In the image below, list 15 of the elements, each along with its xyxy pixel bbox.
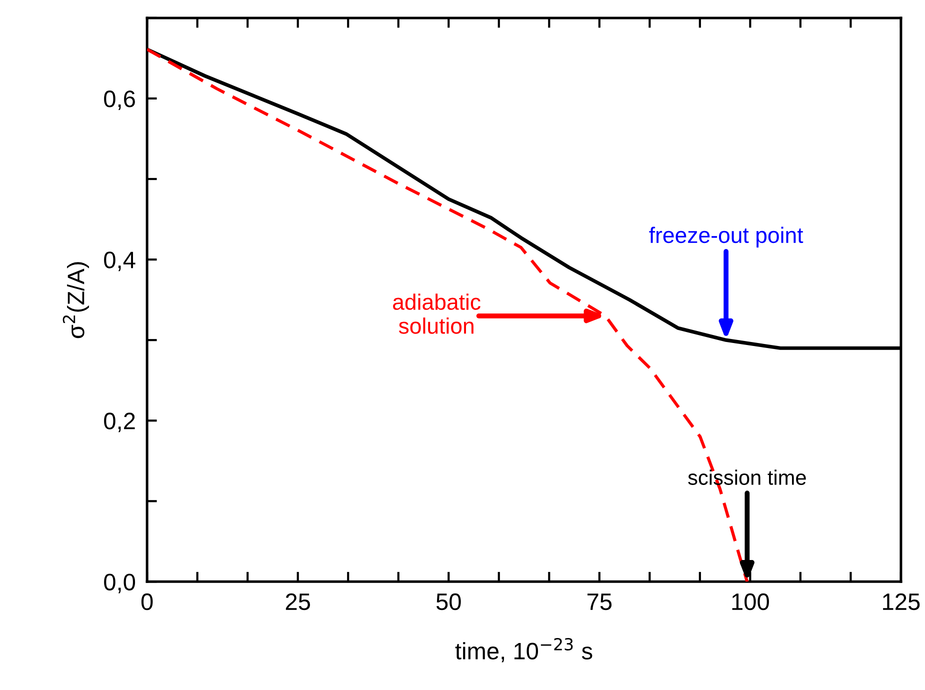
annotation: freeze-out point bbox=[649, 226, 804, 248]
x-tick-label: 50 bbox=[436, 593, 461, 610]
x-tick-label: 75 bbox=[587, 594, 612, 610]
y-tick-label: 0,4 bbox=[104, 252, 136, 272]
annotation: adiabatic solution bbox=[393, 294, 480, 334]
x-tick-label: 25 bbox=[286, 593, 310, 610]
annotation: scission time bbox=[688, 470, 806, 485]
y-tick-label: 0,2 bbox=[104, 412, 135, 432]
x-axis-title: time, 10$^{−23}$ s bbox=[455, 638, 592, 662]
y-tick-label: 0,0 bbox=[104, 574, 136, 594]
y-axis-title: σ$^{2}$(Z/A) bbox=[62, 262, 90, 338]
x-tick-label: 100 bbox=[732, 593, 769, 610]
y-tick-label: 0,6 bbox=[104, 90, 135, 110]
x-tick-label: 125 bbox=[883, 593, 920, 610]
x-tick-label: 0 bbox=[141, 593, 153, 610]
